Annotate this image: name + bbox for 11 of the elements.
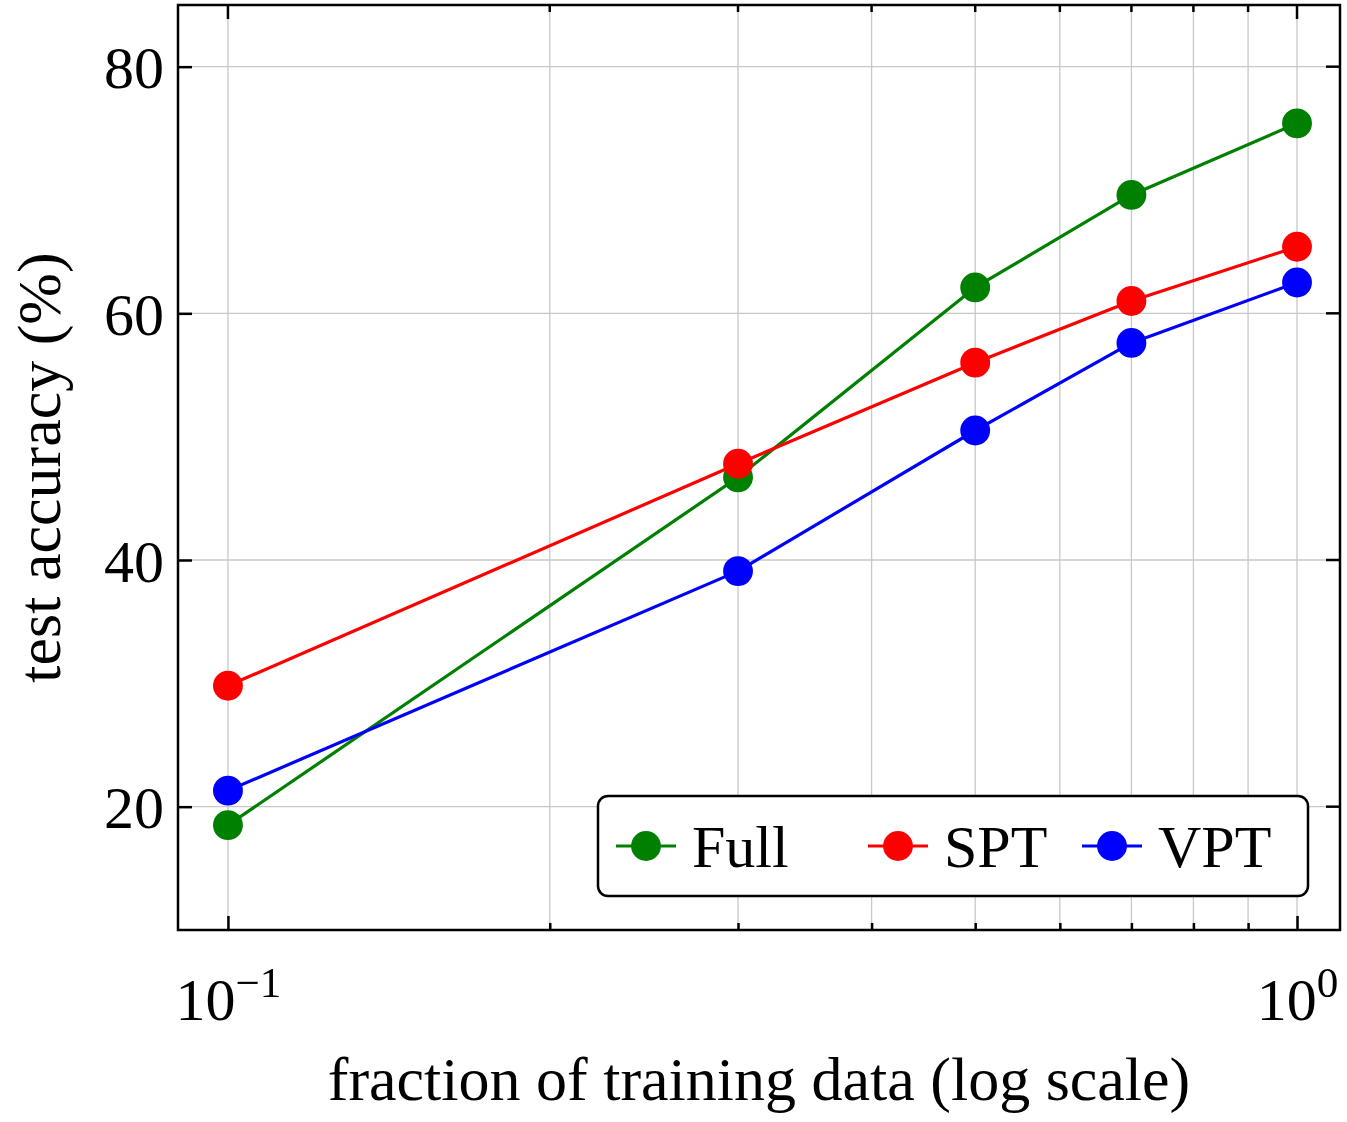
legend-label: VPT xyxy=(1158,814,1272,880)
x-tick-label: 10$^{−1}$ xyxy=(175,958,282,1033)
y-tick-label: 80 xyxy=(104,35,164,102)
x-tick-label: 10$^{0}$ xyxy=(1256,958,1339,1033)
y-axis-title: test accuracy (%) xyxy=(5,252,74,683)
y-tick-label: 60 xyxy=(104,281,164,348)
y-tick-label: 20 xyxy=(104,775,164,842)
legend-label: Full xyxy=(692,814,789,880)
x-axis-title: fraction of training data (log scale) xyxy=(327,1045,1191,1114)
y-tick-label: 40 xyxy=(104,528,164,595)
legend-label: SPT xyxy=(944,814,1048,880)
